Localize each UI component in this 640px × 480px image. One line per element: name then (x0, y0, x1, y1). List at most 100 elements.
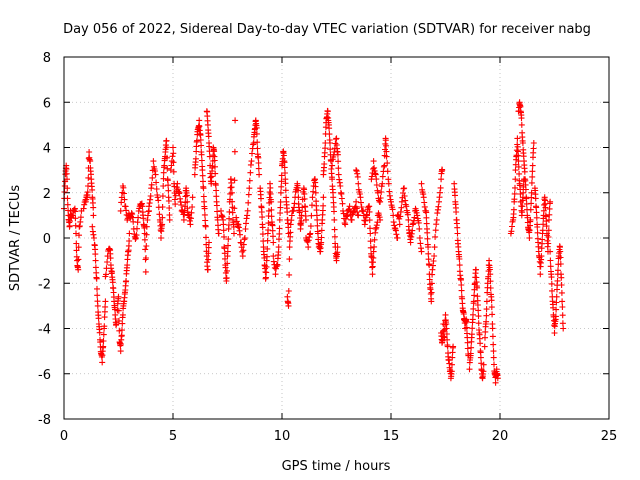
data-point (72, 208, 79, 215)
data-point (80, 205, 87, 212)
x-tick-label: 0 (60, 429, 68, 444)
data-point (428, 298, 435, 305)
data-point (288, 212, 295, 219)
data-point (124, 262, 131, 269)
data-point (76, 232, 82, 239)
data-point (247, 169, 254, 176)
data-point (415, 219, 422, 226)
data-point (544, 237, 551, 244)
data-point (511, 196, 518, 203)
data-point (164, 165, 171, 172)
data-point (434, 210, 441, 217)
data-point (153, 179, 160, 186)
data-point (448, 368, 455, 375)
data-point (249, 150, 255, 157)
data-point (250, 141, 257, 148)
data-point (109, 268, 115, 275)
data-point (150, 158, 157, 165)
data-point (470, 298, 477, 305)
data-point (384, 168, 391, 175)
data-point (487, 285, 494, 291)
data-point (263, 263, 270, 270)
x-tick-labels: 0 5 10 15 20 25 (60, 429, 617, 444)
data-point (514, 135, 521, 142)
data-point (383, 153, 390, 160)
data-point (512, 176, 519, 183)
data-point (490, 354, 497, 361)
data-point (366, 217, 373, 224)
data-point (487, 271, 494, 278)
data-point (319, 216, 326, 223)
data-point (367, 244, 374, 251)
data-point (119, 327, 125, 334)
data-point (470, 305, 477, 312)
data-point (172, 192, 179, 199)
data-point (84, 189, 91, 196)
data-point (174, 180, 181, 187)
data-point (309, 202, 315, 209)
data-point (94, 292, 101, 299)
data-point (250, 140, 257, 146)
data-point (211, 148, 218, 155)
data-point (386, 192, 393, 199)
data-point (398, 204, 405, 211)
data-point (192, 155, 199, 162)
data-point (520, 189, 527, 196)
data-point (255, 154, 262, 161)
data-point (169, 153, 176, 160)
data-point (437, 189, 443, 196)
data-point (307, 223, 314, 230)
data-point (166, 205, 173, 211)
data-point (541, 201, 548, 208)
data-point (545, 240, 552, 247)
data-point (409, 227, 416, 234)
data-point (206, 239, 212, 246)
data-point (239, 248, 246, 255)
data-point (379, 173, 386, 180)
data-point (254, 145, 261, 152)
data-point (189, 204, 196, 210)
data-point (226, 215, 233, 222)
data-point (64, 201, 71, 208)
data-point (305, 244, 312, 251)
data-point (545, 234, 552, 240)
data-point (240, 247, 247, 254)
data-point (373, 222, 380, 229)
data-point (483, 306, 490, 313)
data-point (416, 235, 423, 241)
data-point (431, 244, 438, 251)
data-point (278, 183, 285, 190)
data-point (255, 160, 262, 166)
data-point (194, 137, 200, 144)
data-point (158, 235, 164, 241)
data-point (264, 245, 271, 252)
data-point (243, 220, 249, 227)
data-point (92, 264, 99, 271)
data-point (559, 312, 566, 319)
data-point (259, 224, 266, 231)
data-point (431, 253, 438, 259)
data-point (282, 180, 289, 187)
data-point (353, 167, 360, 174)
data-point (299, 204, 306, 211)
data-point (263, 269, 270, 276)
data-point (211, 157, 218, 164)
data-point (393, 231, 400, 238)
y-tick-label: 4 (43, 142, 51, 157)
data-point (391, 225, 398, 231)
data-point (559, 298, 566, 305)
data-point (247, 161, 254, 168)
data-point (277, 199, 284, 205)
data-point (85, 174, 92, 181)
data-point (418, 248, 425, 255)
data-point (245, 199, 252, 206)
data-point (371, 236, 378, 243)
data-point (267, 190, 274, 197)
data-point (518, 115, 525, 122)
data-point (240, 241, 247, 248)
data-point (515, 158, 522, 165)
data-point (360, 208, 367, 215)
data-point (205, 133, 212, 140)
data-point (204, 266, 211, 273)
data-point (518, 121, 525, 128)
